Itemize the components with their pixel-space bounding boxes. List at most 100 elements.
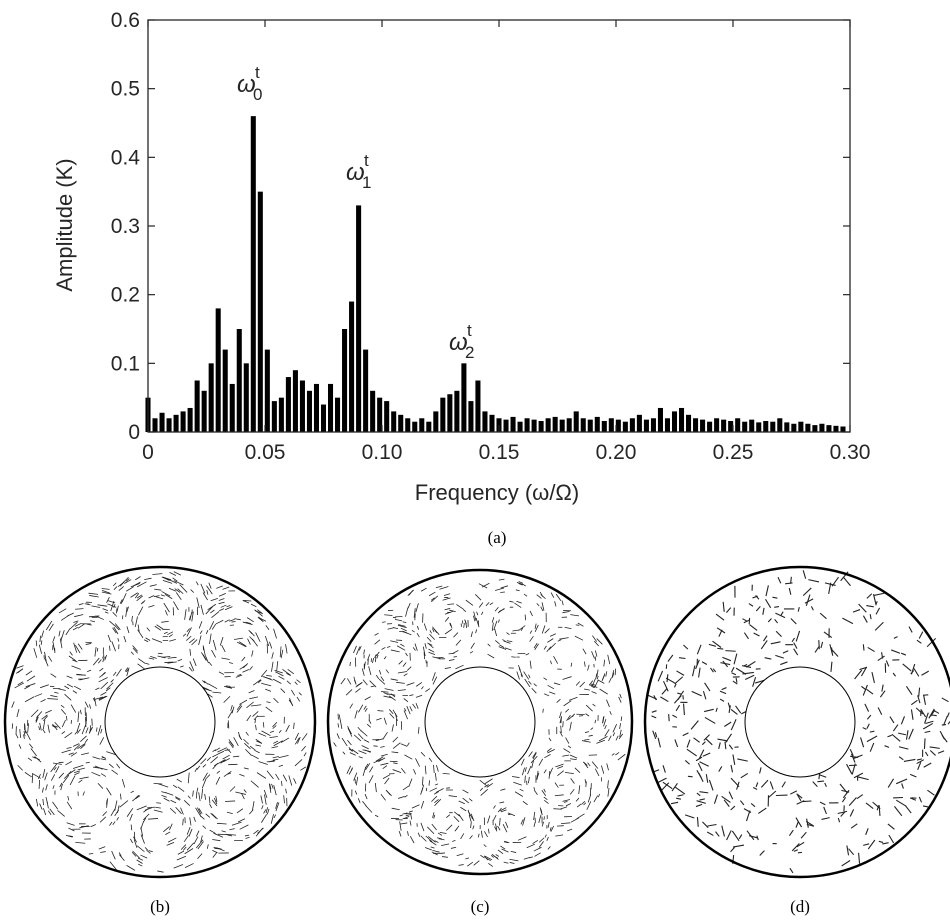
vector [852,609,861,613]
vector [263,789,268,798]
vector [560,725,562,733]
vector [126,667,130,673]
bar [749,419,755,432]
vector [300,766,307,771]
vector [39,722,42,731]
vector [40,640,43,645]
vector [164,610,168,616]
vector [665,677,676,684]
vector [65,761,72,766]
vector [17,764,23,771]
vector [402,662,407,667]
vector [285,644,288,654]
vector [388,709,394,715]
vector [578,715,584,717]
vector [249,666,253,671]
vector [404,708,407,712]
vector [797,794,803,799]
vector [221,657,230,660]
vector [285,788,287,794]
vector [54,725,58,728]
vector [130,651,134,655]
vector [479,787,484,792]
vector [68,827,75,832]
vector [235,674,243,678]
vector [403,710,408,720]
vector [480,788,488,796]
vector [340,677,346,685]
vector [691,690,702,697]
vector [570,662,573,667]
vector [146,849,151,854]
vector [424,765,427,775]
vector [752,676,757,687]
vector [230,705,233,711]
vector [485,857,491,862]
vector [790,618,797,625]
vector [588,734,593,737]
vector [877,655,885,662]
vector [232,755,240,758]
vector [65,628,71,636]
vector [593,640,600,647]
vector [413,769,417,775]
vector [583,688,590,691]
vector [567,745,572,749]
vector [547,822,550,828]
vector [278,675,285,680]
vector [212,762,219,770]
vector [200,835,203,843]
vector [212,639,217,651]
vector [92,657,100,666]
vector [556,698,561,703]
vector [245,748,252,756]
vector [498,646,507,650]
vector [768,790,777,798]
vector [820,641,824,649]
vector [70,752,78,757]
vector [107,603,117,608]
vector [865,828,869,836]
vector [112,821,116,826]
vector [358,750,367,755]
vector [651,715,657,719]
vector [69,621,78,630]
vector [485,602,490,607]
bar [756,422,762,432]
vector [380,794,386,801]
vector [442,597,451,601]
vector [500,585,509,589]
bar [700,419,706,432]
vector [61,719,66,728]
inner-wall [744,666,856,778]
vector [381,647,386,650]
vector [107,634,112,643]
vector [487,643,491,647]
vector [597,679,605,684]
vector [134,616,138,628]
vector [529,630,533,634]
bar [798,421,804,432]
vector [282,774,288,782]
vector [434,799,439,804]
x-tick-label: 0.05 [245,441,286,464]
vector [214,747,221,752]
vector [547,684,555,690]
vector [891,733,901,742]
vector [444,616,450,622]
vector [381,691,389,693]
vector [162,579,173,584]
vector [80,744,86,749]
vector [750,803,756,808]
vector [273,814,277,819]
bar [650,418,656,432]
vector [229,618,235,622]
vector [62,774,70,784]
vector [189,817,192,826]
vector [264,794,267,805]
vector [434,840,439,843]
vector [257,679,262,684]
vector [202,825,207,829]
vector [90,824,96,828]
vector [402,812,408,815]
